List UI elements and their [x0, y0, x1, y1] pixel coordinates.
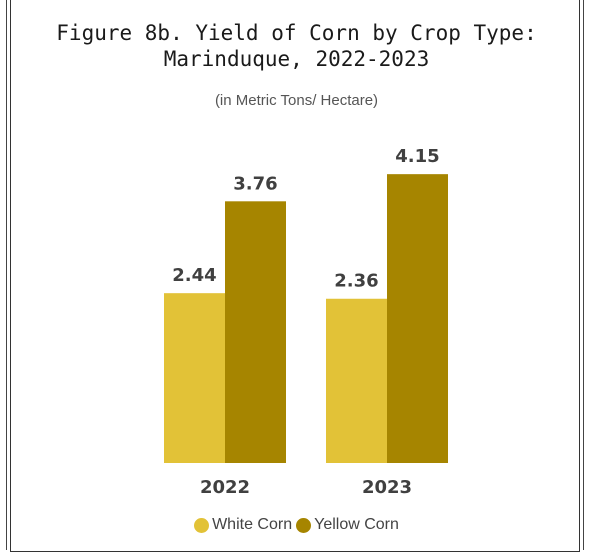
page-border-left [6, 0, 7, 550]
data-label-yellow-corn-2023: 4.15 [395, 146, 439, 167]
bar-yellow-corn-2023 [387, 174, 448, 463]
data-label-white-corn-2023: 2.36 [334, 271, 378, 292]
bar-white-corn-2022 [164, 293, 225, 463]
legend-swatch-yellow-corn [296, 517, 312, 533]
chart-legend: White Corn Yellow Corn [0, 516, 593, 534]
legend-item-yellow-corn: Yellow Corn [296, 516, 399, 534]
x-tick-label-2023: 2023 [362, 477, 412, 498]
page-border-right [583, 0, 584, 550]
bar-yellow-corn-2022 [225, 201, 286, 463]
legend-swatch-white-corn [194, 517, 210, 533]
legend-label-white-corn: White Corn [212, 516, 293, 533]
data-label-white-corn-2022: 2.44 [172, 265, 216, 286]
data-label-yellow-corn-2022: 3.76 [233, 173, 277, 194]
chart-subtitle: (in Metric Tons/ Hectare) [214, 92, 379, 109]
chart-title: Figure 8b. Yield of Corn by Crop Type: M… [56, 21, 537, 71]
legend-item-white-corn: White Corn [194, 516, 292, 534]
legend-label-yellow-corn: Yellow Corn [314, 516, 399, 533]
bar-white-corn-2023 [326, 298, 387, 463]
x-tick-label-2022: 2022 [200, 477, 250, 498]
